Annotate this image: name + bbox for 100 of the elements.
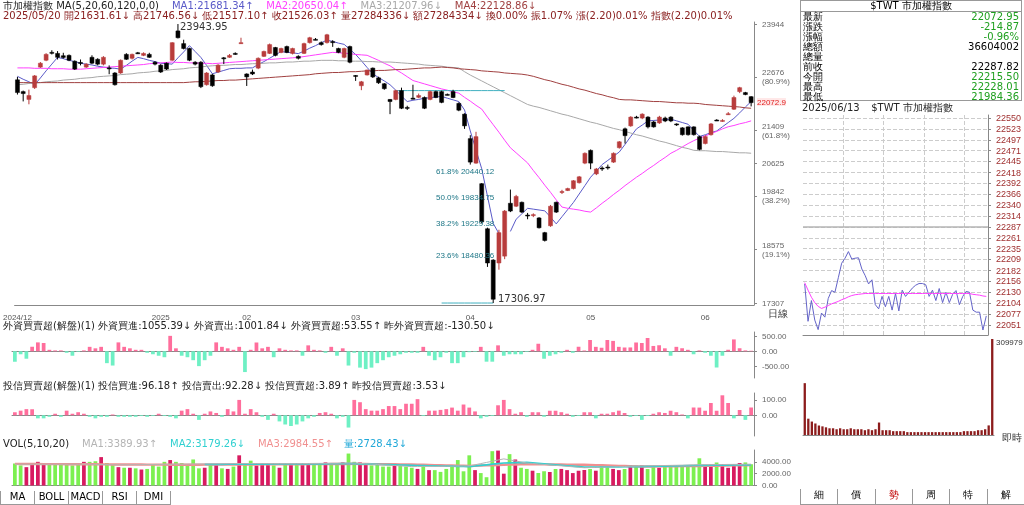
bar [559,468,564,486]
category-label: 最高 [803,81,823,92]
bar [984,429,987,435]
bar [496,345,500,352]
category-label: 今開 [803,71,823,82]
bar [363,463,368,486]
category-label: 解 [986,489,1024,505]
bar [358,402,362,416]
bar [191,351,196,361]
bar [467,455,472,486]
bar [605,340,610,352]
bar [450,407,454,416]
bar [271,465,276,486]
bar [674,466,679,486]
bar [884,430,888,435]
annotation: 23943.95 [180,20,228,32]
bar [13,412,17,416]
bar [122,467,127,486]
bar [386,406,391,416]
bar [243,351,247,373]
y-tick-label: 0.00 [762,410,779,420]
bar [628,347,633,352]
bar [478,473,483,486]
bar [828,428,831,435]
bar [749,407,753,416]
text: 36604002 [968,41,1019,52]
bar [501,351,506,356]
y-tick-label: 22235 [995,243,1021,254]
x-tick-label: 05 [586,312,596,322]
bar [266,464,270,486]
bar [588,412,592,416]
bar [122,346,127,352]
text: 日線 [768,307,788,319]
x-tick-label: 2025 [151,312,171,322]
bar [639,415,644,420]
bar [870,430,874,435]
bar [289,415,293,427]
line-series [804,282,987,309]
category-label: MA [0,491,35,505]
bar [547,410,552,416]
series-label: MA1:3389.93↑ [82,437,158,449]
chart-title: 市加權指數 MA(5,20,60,120,0,0) [3,0,160,11]
bar [478,415,483,419]
bar [30,409,34,416]
bar [467,407,472,416]
category-label: 總額 [803,41,823,52]
bar [404,466,408,486]
bar [662,348,667,352]
bar [329,346,334,352]
bar [294,463,299,486]
category-label: 最新 [803,11,823,22]
y-tick-label: 21409 (61.8%) [762,121,791,140]
y-tick-label: 22392 [995,178,1021,189]
y-tick-label: 22471 [995,145,1021,156]
bar [289,463,293,486]
bar [30,346,34,352]
bar [814,423,817,435]
bar [128,348,132,352]
bar [835,429,838,435]
bar [685,415,690,419]
y-tick-label: 22287 [995,222,1021,233]
bar [853,429,856,435]
category-label: MACD [68,491,103,505]
bar [685,465,690,486]
bar [174,415,178,419]
bar [225,348,230,352]
bar [133,468,138,486]
bar [421,346,426,352]
bar [920,432,923,435]
bar [860,429,863,435]
bar [570,473,575,486]
bar [174,348,178,352]
bar [237,399,242,416]
candlestick [468,134,473,166]
candlestick [548,204,553,228]
text: 21984.36 [971,91,1019,102]
bar [838,428,842,435]
bar [375,351,380,364]
chart-title: VOL(5,10,20) [3,437,70,449]
text: MA4:22128.86↓ [454,0,537,11]
bar [976,430,980,435]
bar [732,339,736,352]
bar [473,411,477,416]
bar [863,430,867,435]
bar [427,470,431,486]
bar [478,346,483,352]
bar [248,409,253,416]
bar [13,463,17,486]
bar [358,351,362,368]
bar [214,464,219,486]
bar [651,345,656,352]
bar [732,415,736,419]
text: -214.87 [980,21,1019,32]
x-tick-label: 2024/12 [2,312,33,322]
bar [145,468,150,486]
bar [156,351,161,356]
bar [105,351,109,364]
bar [720,395,725,416]
bar [375,410,380,416]
bar [473,470,477,486]
